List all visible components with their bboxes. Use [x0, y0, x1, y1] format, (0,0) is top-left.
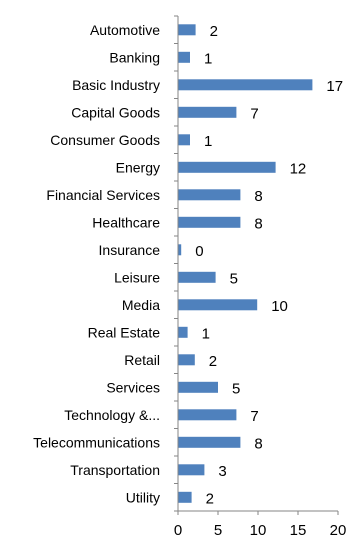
category-labels: Automotive Banking Basic Industry Capital G…	[33, 22, 161, 505]
category-label-8: Insurance	[99, 242, 161, 258]
bar-3	[178, 106, 237, 118]
category-label-3: Capital Goods	[71, 104, 160, 120]
bar-6	[178, 189, 241, 201]
category-label-11: Real Estate	[88, 324, 161, 340]
value-label-13: 5	[232, 380, 240, 397]
value-label-5: 12	[290, 160, 307, 177]
bar-10	[178, 299, 258, 311]
x-tick-label-2: 10	[250, 522, 267, 539]
bar-17	[178, 491, 192, 503]
value-label-10: 10	[271, 298, 288, 315]
bar-4	[178, 134, 190, 146]
value-label-0: 2	[210, 23, 218, 40]
category-label-12: Retail	[124, 352, 160, 368]
bars-group	[178, 24, 313, 503]
value-label-3: 7	[250, 105, 258, 122]
category-label-15: Telecommunications	[33, 434, 160, 450]
value-label-14: 7	[250, 408, 258, 425]
bar-9	[178, 271, 216, 283]
bar-13	[178, 381, 218, 393]
bar-12	[178, 354, 195, 366]
bar-14	[178, 409, 237, 421]
category-label-0: Automotive	[90, 22, 160, 38]
bar-0	[178, 24, 196, 36]
value-label-15: 8	[254, 435, 262, 452]
category-label-7: Healthcare	[92, 214, 160, 230]
bar-16	[178, 464, 205, 476]
category-label-4: Consumer Goods	[50, 132, 160, 148]
bar-8	[178, 244, 182, 256]
axes-group	[174, 15, 339, 515]
value-label-6: 8	[254, 188, 262, 205]
category-label-10: Media	[122, 297, 160, 313]
bar-7	[178, 216, 241, 228]
category-label-6: Financial Services	[46, 187, 160, 203]
category-label-14: Technology &...	[64, 407, 160, 423]
value-label-4: 1	[204, 133, 212, 150]
bar-11	[178, 326, 188, 338]
bar-2	[178, 79, 313, 91]
x-tick-label-0: 0	[174, 522, 182, 539]
bar-5	[178, 161, 276, 173]
value-label-7: 8	[254, 215, 262, 232]
category-label-9: Leisure	[114, 269, 160, 285]
value-label-9: 5	[230, 270, 238, 287]
value-label-16: 3	[218, 463, 226, 480]
category-label-17: Utility	[126, 489, 160, 505]
category-label-1: Banking	[109, 49, 160, 65]
value-label-2: 17	[326, 78, 343, 95]
category-label-2: Basic Industry	[72, 77, 160, 93]
x-tick-label-3: 15	[290, 522, 307, 539]
category-label-16: Transportation	[70, 462, 160, 478]
category-label-5: Energy	[116, 159, 160, 175]
value-label-8: 0	[195, 243, 203, 260]
category-label-13: Services	[106, 379, 160, 395]
x-tick-label-1: 5	[214, 522, 222, 539]
value-label-11: 1	[202, 325, 210, 342]
bar-1	[178, 51, 190, 63]
bar-15	[178, 436, 241, 448]
x-tick-label-4: 20	[330, 522, 347, 539]
value-label-1: 1	[204, 50, 212, 67]
value-label-17: 2	[206, 490, 214, 507]
x-axis-ticks: 0 5 10 15 20	[174, 522, 347, 539]
value-label-12: 2	[209, 353, 217, 370]
